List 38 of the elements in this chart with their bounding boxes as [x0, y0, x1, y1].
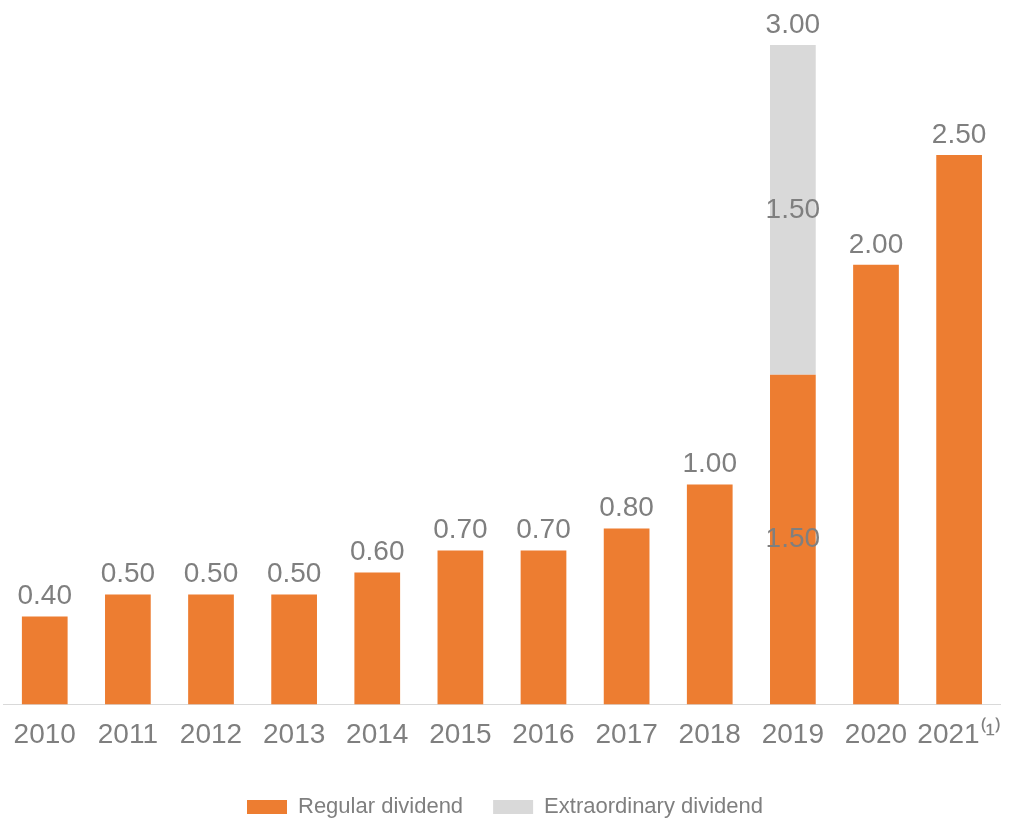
total-label: 3.00	[765, 7, 821, 39]
bar	[354, 572, 401, 705]
legend-label: Extraordinary dividend	[544, 793, 764, 819]
x-tick-label: 2012	[179, 717, 243, 749]
bar	[853, 264, 899, 705]
data-label: 0.70	[433, 513, 488, 545]
data-label: 2.50	[931, 117, 987, 149]
x-tick-label: 2021⁽¹⁾	[917, 716, 1001, 749]
legend-label: Regular dividend	[298, 793, 464, 819]
data-label: 0.80	[599, 491, 654, 523]
data-label: 1.00	[682, 447, 737, 479]
bar	[105, 594, 151, 705]
bar	[437, 550, 484, 705]
x-tick-label: 2010	[13, 717, 76, 749]
x-tick-label: 2015	[429, 717, 492, 749]
x-tick-label: 2018	[678, 717, 741, 749]
bar	[271, 594, 317, 705]
x-tick-label: 2013	[262, 717, 326, 749]
bar	[603, 528, 650, 705]
data-label: 0.70	[516, 513, 571, 545]
bar	[188, 594, 234, 705]
x-tick-label: 2016	[512, 717, 575, 749]
data-label: 0.50	[100, 557, 156, 589]
data-label: 2.00	[848, 227, 904, 259]
bar	[936, 154, 982, 705]
x-tick-label: 2017	[595, 717, 658, 749]
data-label: 0.50	[266, 557, 322, 589]
data-label: 0.40	[17, 579, 73, 611]
bar	[21, 616, 68, 705]
data-label: 0.60	[350, 535, 405, 567]
bar	[686, 484, 733, 705]
x-tick-label: 2011	[97, 717, 158, 749]
x-tick-label: 2019	[761, 717, 825, 749]
data-label: 1.50	[765, 192, 821, 224]
x-tick-label: 2014	[346, 717, 409, 749]
data-label: 0.50	[183, 557, 239, 589]
bar	[520, 550, 567, 705]
x-tick-label: 2020	[844, 717, 908, 749]
